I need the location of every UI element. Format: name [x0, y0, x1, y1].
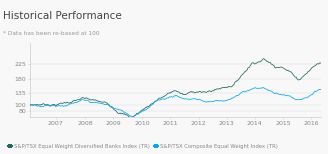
Text: * Data has been re-based at 100: * Data has been re-based at 100 [3, 31, 100, 36]
Text: Historical Performance: Historical Performance [3, 11, 122, 21]
Legend: S&P/TSX Equal Weight Diversified Banks Index (TR), S&P/TSX Composite Equal Weigh: S&P/TSX Equal Weight Diversified Banks I… [6, 142, 280, 151]
